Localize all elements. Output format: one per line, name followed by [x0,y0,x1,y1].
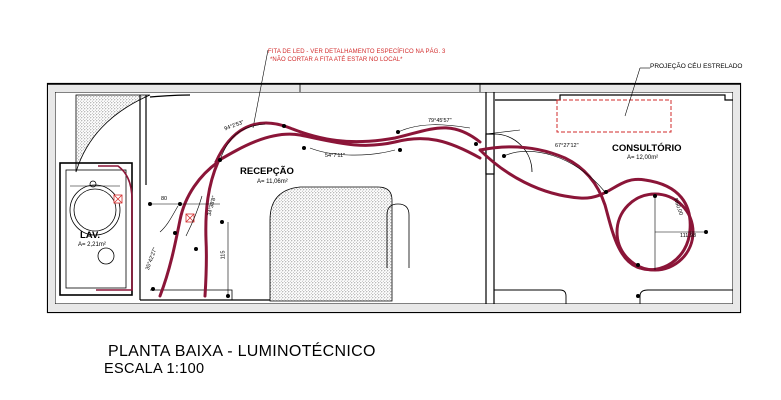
room-area-consultorio: A= 12,00m² [627,155,659,161]
room-name-lav: LAV. [80,230,101,241]
led-strip [158,121,695,298]
dim-len-111: 111,98 [680,233,697,239]
room-name-consultorio: CONSULTÓRIO [612,143,682,154]
starry-leader [624,67,641,117]
dim-len-115: 115 [220,250,227,260]
hatched-areas [75,94,393,302]
dimension-ticks [148,124,708,298]
starry-sky-projection [556,99,672,133]
internal-walls [59,84,733,304]
starry-sky-note: PROJEÇÃO CÉU ESTRELADO [650,63,743,70]
dim-angle-2: 79°45'57" [428,118,452,124]
room-area-lav: A= 2,21m² [78,242,106,248]
drawing-scale: ESCALA 1:100 [104,361,205,377]
dim-angle-3: 54°7'11" [325,153,346,159]
dim-angle-4: 67°27'12" [555,143,579,149]
lav-fixtures [69,165,195,291]
outer-walls [46,82,742,314]
drawing-title: PLANTA BAIXA - LUMINOTÉCNICO [108,343,376,360]
led-note-line2: *NÃO CORTAR A FITA ATÉ ESTAR NO LOCAL* [270,57,403,63]
dimension-lines [150,123,706,295]
room-name-recepcao: RECEPÇÃO [240,166,294,177]
led-note-line1: FITA DE LED - VER DETALHAMENTO ESPECÍFIC… [268,49,446,55]
led-leader [252,49,269,129]
room-area-recepcao: A= 11,06m² [257,179,288,185]
dim-len-80: 80 [161,196,168,202]
